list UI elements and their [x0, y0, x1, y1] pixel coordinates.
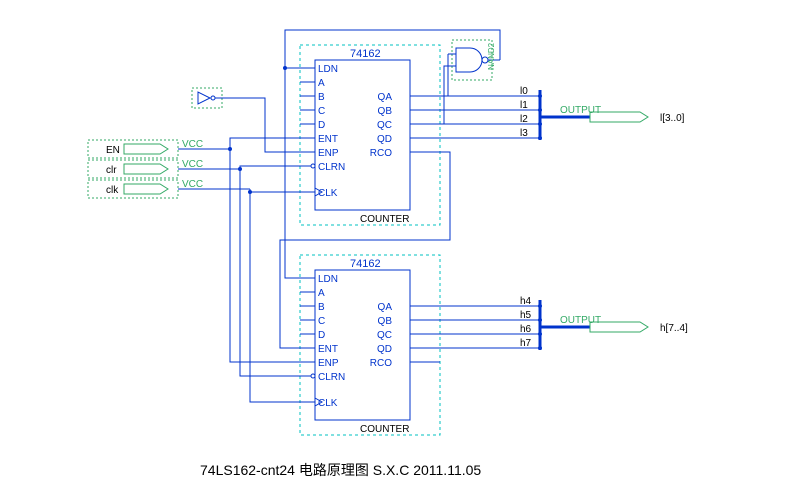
chip-bot-title: 74162	[350, 258, 381, 270]
chip-top-left-pins: LDN A B C D ENT ENP CLRN CLK	[318, 64, 345, 199]
svg-text:QC: QC	[377, 330, 392, 341]
svg-text:OUTPUT: OUTPUT	[560, 315, 601, 326]
svg-text:h4: h4	[520, 296, 532, 307]
svg-text:D: D	[318, 120, 325, 131]
svg-text:l0: l0	[520, 86, 528, 97]
svg-text:QD: QD	[377, 344, 392, 355]
svg-text:A: A	[318, 78, 325, 89]
chip-bottom: 74162 COUNTER LDN A B C D ENT ENP CLRN C…	[300, 255, 440, 435]
svg-text:CLK: CLK	[318, 398, 338, 409]
svg-text:QC: QC	[377, 120, 392, 131]
svg-text:CLK: CLK	[318, 188, 338, 199]
svg-text:VCC: VCC	[182, 139, 203, 150]
input-clr: clr VCC	[88, 159, 240, 178]
svg-text:B: B	[318, 92, 325, 103]
svg-text:l2: l2	[520, 114, 528, 125]
chip-top: 74162 COUNTER LDN A B C D ENT ENP CLRN C…	[300, 45, 440, 225]
bus-bot-label: h[7..4]	[660, 323, 688, 334]
svg-text:D: D	[318, 330, 325, 341]
svg-text:B: B	[318, 302, 325, 313]
svg-text:CLRN: CLRN	[318, 372, 345, 383]
svg-text:ENP: ENP	[318, 148, 339, 159]
vcc-buffer	[192, 88, 230, 108]
chip-bot-left-pins: LDN A B C D ENT ENP CLRN CLK	[318, 274, 345, 409]
chip-top-right-pins: QA QB QC QD RCO	[370, 92, 393, 159]
chip-top-title: 74162	[350, 48, 381, 60]
svg-text:RCO: RCO	[370, 358, 392, 369]
nand-label: NAND2	[487, 42, 496, 70]
clr-label: clr	[106, 165, 117, 176]
svg-text:ENP: ENP	[318, 358, 339, 369]
svg-text:l1: l1	[520, 100, 528, 111]
svg-text:RCO: RCO	[370, 148, 392, 159]
svg-text:QB: QB	[378, 106, 393, 117]
chip-bot-sub: COUNTER	[360, 424, 409, 435]
svg-text:CLRN: CLRN	[318, 162, 345, 173]
svg-text:LDN: LDN	[318, 274, 338, 285]
chip-bot-right-pins: QA QB QC QD RCO	[370, 302, 393, 369]
caption-text: 74LS162-cnt24 电路原理图 S.X.C 2011.11.05	[200, 462, 481, 478]
nand-gate: NAND2	[448, 40, 500, 80]
output-bus-bottom: h4 h5 h6 h7 OUTPUT h[7..4]	[440, 296, 688, 350]
svg-text:C: C	[318, 316, 325, 327]
svg-text:l3: l3	[520, 128, 528, 139]
svg-text:QD: QD	[377, 134, 392, 145]
clk-label: clk	[106, 185, 119, 196]
en-label: EN	[106, 145, 120, 156]
bus-top-label: l[3..0]	[660, 113, 685, 124]
chip-top-sub: COUNTER	[360, 214, 409, 225]
input-en: EN VCC	[88, 139, 230, 158]
output-bus-top: l0 l1 l2 l3 OUTPUT l[3..0]	[440, 86, 685, 140]
svg-text:C: C	[318, 106, 325, 117]
svg-text:VCC: VCC	[182, 159, 203, 170]
input-clk: clk VCC	[88, 179, 250, 198]
svg-text:OUTPUT: OUTPUT	[560, 105, 601, 116]
svg-text:h6: h6	[520, 324, 532, 335]
svg-text:QB: QB	[378, 316, 393, 327]
svg-text:ENT: ENT	[318, 344, 338, 355]
svg-text:h7: h7	[520, 338, 532, 349]
svg-text:QA: QA	[378, 92, 393, 103]
schematic-canvas: 74162 COUNTER LDN A B C D ENT ENP CLRN C…	[0, 0, 786, 503]
svg-text:h5: h5	[520, 310, 532, 321]
svg-text:QA: QA	[378, 302, 393, 313]
svg-text:VCC: VCC	[182, 179, 203, 190]
svg-text:A: A	[318, 288, 325, 299]
svg-text:ENT: ENT	[318, 134, 338, 145]
svg-text:LDN: LDN	[318, 64, 338, 75]
